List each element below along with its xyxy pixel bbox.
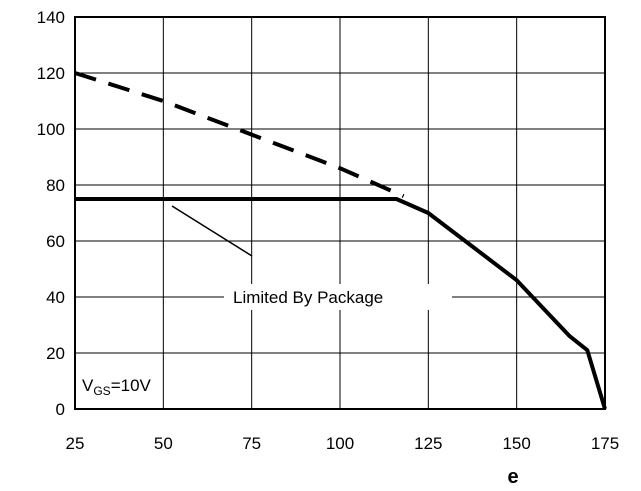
x-tick-label: 50	[154, 434, 173, 453]
y-tick-label: 100	[37, 120, 65, 139]
x-axis-label: e	[507, 466, 518, 488]
solid-series-line	[75, 197, 607, 410]
package-label-background	[224, 284, 452, 310]
grid-lines	[75, 17, 605, 409]
dashed-series-line	[74, 71, 405, 199]
x-tick-label: 75	[242, 434, 261, 453]
x-tick-label: 175	[591, 434, 619, 453]
x-tick-label: 125	[414, 434, 442, 453]
y-tick-label: 140	[37, 8, 65, 27]
x-tick-label: 100	[326, 434, 354, 453]
x-tick-label: 25	[66, 434, 85, 453]
package-label: Limited By Package	[233, 288, 383, 307]
y-tick-label: 0	[56, 400, 65, 419]
y-tick-label: 60	[46, 232, 65, 251]
y-tick-labels: 0 20 40 60 80 100 120 140	[37, 8, 65, 419]
y-tick-label: 80	[46, 176, 65, 195]
y-tick-label: 120	[37, 64, 65, 83]
package-leader-line	[171, 205, 253, 257]
vgs-label: VGS=10V	[82, 376, 152, 398]
y-tick-label: 40	[46, 288, 65, 307]
plot-frame	[74, 16, 606, 410]
series-layer	[74, 71, 607, 410]
y-tick-label: 20	[46, 344, 65, 363]
x-tick-labels: 25 50 75 100 125 150 175	[66, 434, 620, 453]
x-tick-label: 150	[502, 434, 530, 453]
